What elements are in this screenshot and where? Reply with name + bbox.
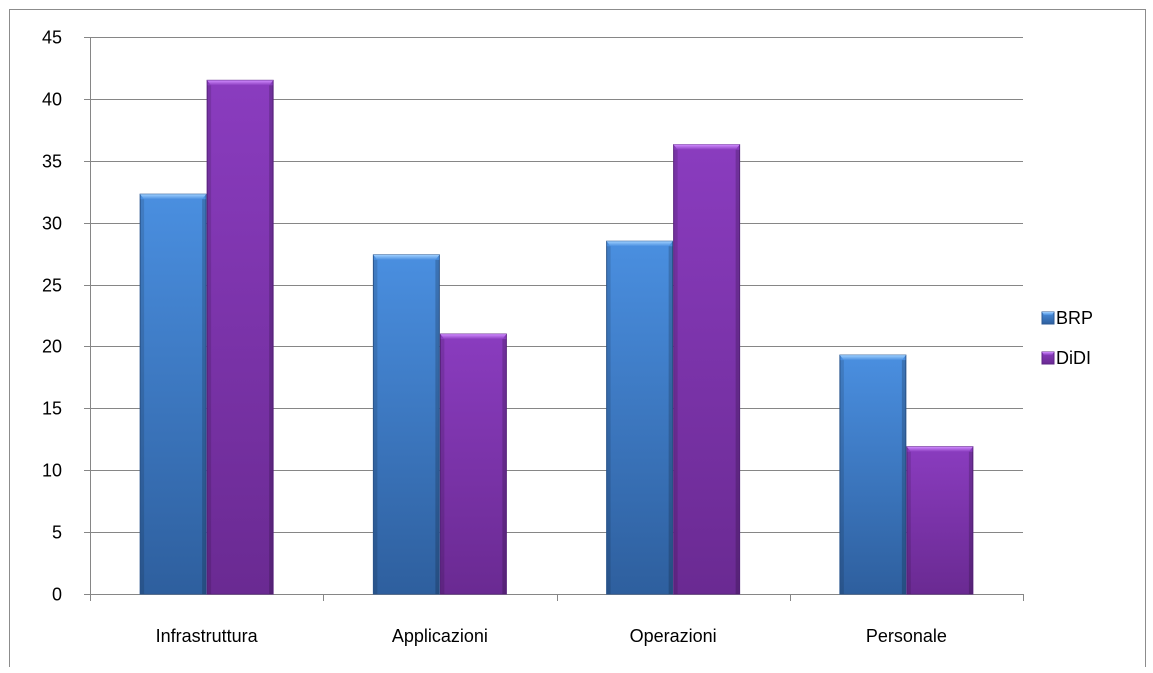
y-tick-label: 0	[52, 585, 62, 605]
bar-brp-personale	[839, 354, 907, 595]
x-tick-label: Applicazioni	[392, 626, 488, 646]
x-tick-label: Operazioni	[630, 626, 717, 646]
x-tick-label: Personale	[866, 626, 947, 646]
bar	[439, 333, 507, 595]
y-tick-label: 10	[42, 461, 62, 481]
bar	[673, 144, 741, 595]
bar-shade	[839, 360, 844, 594]
x-axis-labels: Infrastruttura Applicazioni Operazioni Pers…	[156, 626, 947, 646]
bars	[139, 79, 974, 595]
bar-bevel	[373, 254, 440, 260]
legend-item-didi: DiDI	[1041, 348, 1091, 368]
bar	[606, 240, 674, 595]
legend-swatch-bevel	[1042, 352, 1054, 355]
bar-shade	[606, 246, 611, 594]
legend-item-brp: BRP	[1041, 308, 1093, 328]
bar-bevel	[606, 241, 673, 247]
y-tick-label: 20	[42, 337, 62, 357]
y-tick-label: 30	[42, 214, 62, 234]
bar-brp-operazioni	[606, 240, 674, 595]
bar-didi-operazioni	[673, 144, 741, 595]
bar	[906, 446, 974, 595]
bar-shade	[373, 259, 378, 594]
bar-shade	[202, 199, 207, 594]
bar-shade	[668, 246, 673, 594]
bar-bevel	[673, 144, 740, 150]
y-tick-label: 15	[42, 399, 62, 419]
bar	[139, 193, 207, 595]
bar	[372, 254, 440, 595]
legend-label: DiDI	[1056, 348, 1091, 368]
bar-didi-infrastruttura	[206, 79, 274, 595]
bar-brp-applicazioni	[372, 254, 440, 595]
bar-bevel	[140, 194, 207, 200]
bar-shade	[968, 451, 973, 594]
bar-shade	[440, 339, 445, 594]
bar-shade	[906, 451, 911, 594]
bar-shade	[735, 149, 740, 595]
legend: BRP DiDI	[1041, 308, 1093, 368]
bar-shade	[269, 85, 274, 595]
bar-shade	[140, 199, 145, 594]
bar-shade	[207, 85, 212, 595]
bar-bevel	[906, 446, 973, 452]
y-tick-label: 25	[42, 276, 62, 296]
bar-didi-personale	[906, 446, 974, 595]
legend-swatch-bevel	[1042, 312, 1054, 315]
y-tick-label: 40	[42, 90, 62, 110]
y-tick-label: 5	[52, 523, 62, 543]
bar-bevel	[207, 80, 274, 86]
bar	[839, 354, 907, 595]
bar-bevel	[839, 355, 906, 361]
bar-bevel	[440, 334, 507, 340]
bar-didi-applicazioni	[439, 333, 507, 595]
x-tick-label: Infrastruttura	[156, 626, 259, 646]
y-tick-label: 45	[42, 28, 62, 48]
bar-brp-infrastruttura	[139, 193, 207, 595]
y-tick-label: 35	[42, 152, 62, 172]
bar-shade	[502, 339, 507, 594]
bar-shade	[435, 259, 440, 594]
bar-shade	[901, 360, 906, 594]
legend-label: BRP	[1056, 308, 1093, 328]
bar	[206, 79, 274, 595]
bar-shade	[673, 149, 678, 595]
